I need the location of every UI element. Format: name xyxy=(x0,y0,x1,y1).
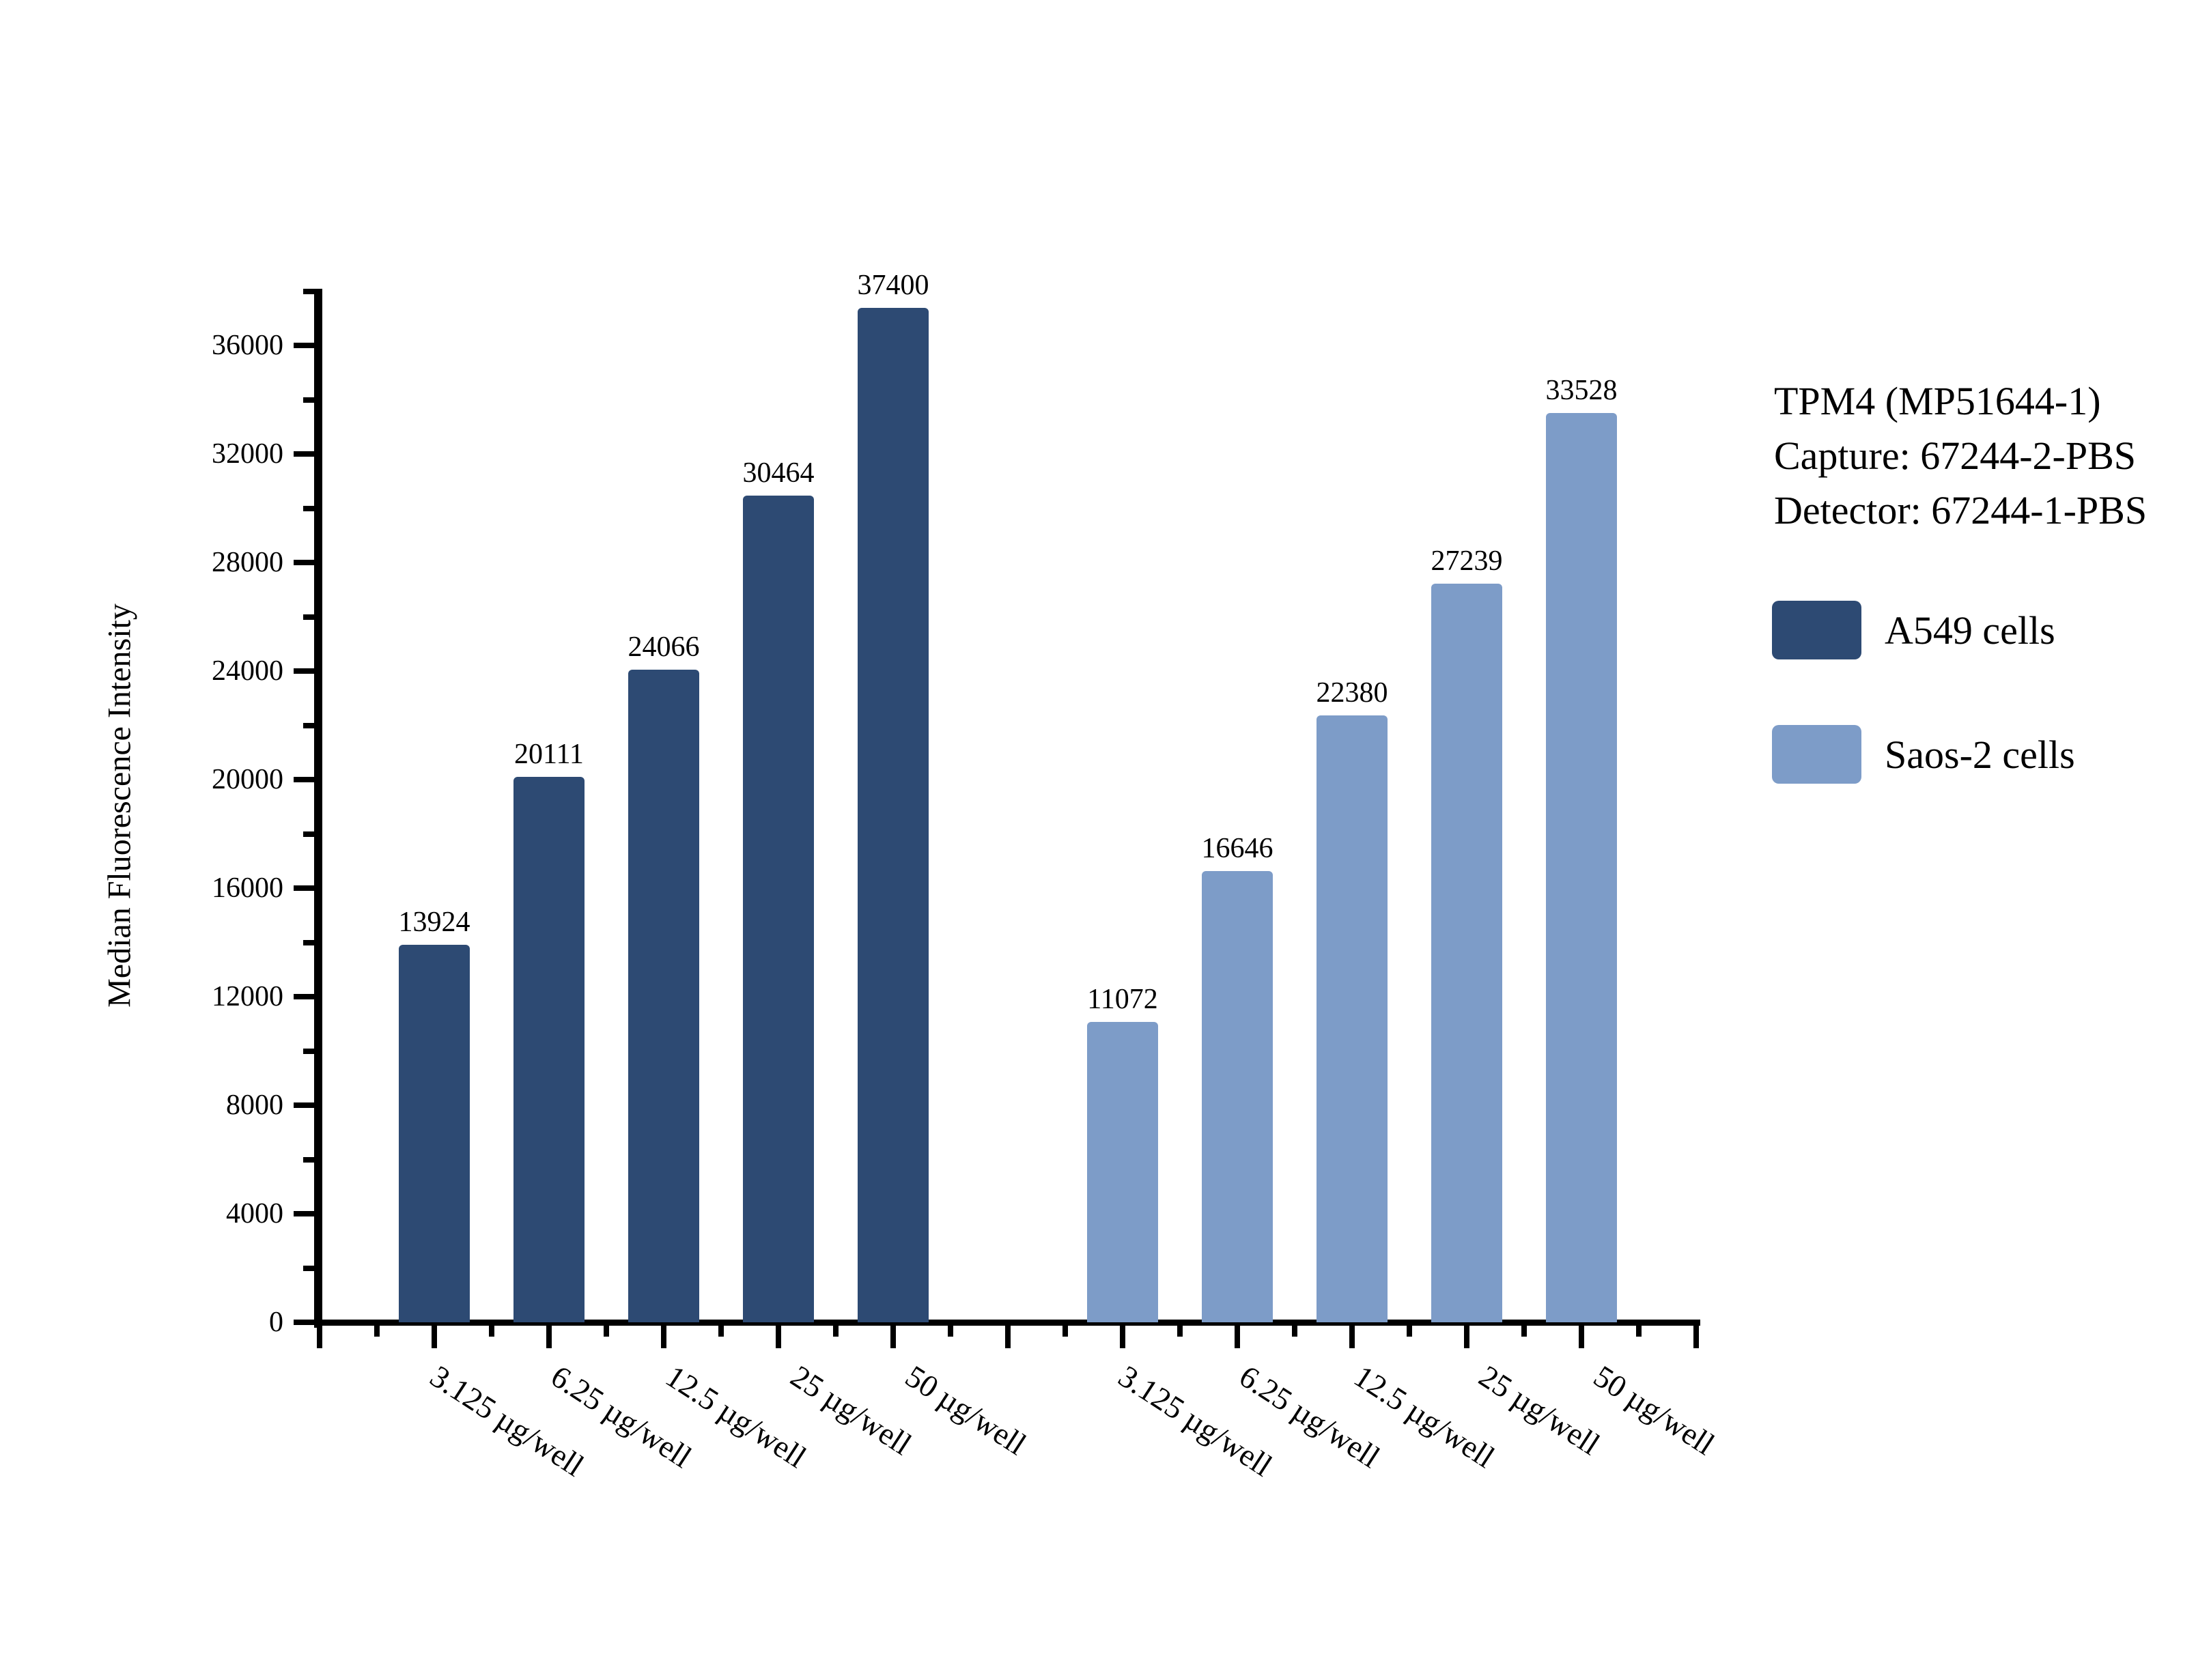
x-major-tick xyxy=(546,1325,552,1348)
legend-label-saos2: Saos-2 cells xyxy=(1885,732,2075,777)
bar-saos-2-cells-3 xyxy=(1317,715,1388,1322)
y-major-tick xyxy=(294,1320,314,1325)
y-minor-tick xyxy=(303,397,314,403)
y-minor-tick xyxy=(303,722,314,728)
x-minor-tick xyxy=(1407,1325,1412,1337)
y-minor-tick xyxy=(303,289,314,294)
x-category-label: 50 µg/well xyxy=(1587,1358,1721,1462)
annotation-line-detector: Detector: 67244-1-PBS xyxy=(1774,488,2148,532)
legend-label-a549: A549 cells xyxy=(1885,608,2055,653)
x-major-tick xyxy=(776,1325,781,1348)
y-major-tick xyxy=(294,668,314,674)
y-minor-tick xyxy=(303,614,314,620)
bar-value-label: 13924 xyxy=(398,906,470,938)
x-minor-tick xyxy=(1177,1325,1183,1337)
x-minor-tick xyxy=(374,1325,380,1337)
bar-value-label: 16646 xyxy=(1201,832,1273,864)
bar-saos-2-cells-1 xyxy=(1087,1022,1158,1322)
y-minor-tick xyxy=(303,1156,314,1163)
bar-value-label: 24066 xyxy=(628,631,700,663)
x-major-tick xyxy=(890,1325,896,1348)
x-minor-tick xyxy=(1062,1325,1068,1337)
y-major-tick xyxy=(294,560,314,566)
legend-swatch-a549 xyxy=(1772,601,1861,659)
y-axis-line xyxy=(314,289,322,1328)
bar-saos-2-cells-4 xyxy=(1431,583,1502,1322)
y-tick-label: 20000 xyxy=(212,764,283,796)
x-minor-tick xyxy=(604,1325,609,1337)
bar-a549-cells-3 xyxy=(628,669,699,1322)
x-major-tick xyxy=(661,1325,666,1348)
x-minor-tick xyxy=(489,1325,494,1337)
y-tick-label: 24000 xyxy=(212,655,283,687)
y-tick-label: 8000 xyxy=(226,1090,283,1122)
bar-saos-2-cells-5 xyxy=(1546,412,1617,1322)
y-major-tick xyxy=(294,885,314,892)
bar-value-label: 27239 xyxy=(1431,545,1503,577)
x-major-tick xyxy=(1120,1325,1125,1348)
x-minor-tick xyxy=(1292,1325,1297,1337)
x-minor-tick xyxy=(833,1325,839,1337)
x-axis-line xyxy=(314,1320,1700,1326)
annotation-block: TPM4 (MP51644-1) Capture: 67244-2-PBS De… xyxy=(1774,374,2147,538)
y-minor-tick xyxy=(303,939,314,945)
x-category-label: 50 µg/well xyxy=(899,1358,1032,1462)
y-tick-label: 16000 xyxy=(212,872,283,905)
legend-swatch-saos2 xyxy=(1772,725,1861,784)
y-tick-label: 12000 xyxy=(212,981,283,1013)
bar-value-label: 30464 xyxy=(742,457,815,489)
bar-value-label: 22380 xyxy=(1316,677,1388,709)
x-major-tick xyxy=(1579,1325,1584,1348)
y-major-tick xyxy=(294,1211,314,1217)
y-tick-label: 32000 xyxy=(212,438,283,470)
y-tick-label: 28000 xyxy=(212,547,283,579)
bar-value-label: 11072 xyxy=(1087,984,1158,1016)
x-minor-tick xyxy=(1636,1325,1642,1337)
x-major-tick xyxy=(317,1325,322,1348)
x-major-tick xyxy=(1349,1325,1355,1348)
annotation-line-title: TPM4 (MP51644-1) xyxy=(1774,379,2101,423)
y-minor-tick xyxy=(303,1048,314,1054)
y-major-tick xyxy=(294,451,314,457)
x-minor-tick xyxy=(1521,1325,1527,1337)
x-major-tick xyxy=(432,1325,437,1348)
x-major-tick xyxy=(1235,1325,1240,1348)
y-tick-label: 36000 xyxy=(212,330,283,362)
x-major-tick xyxy=(1005,1325,1011,1348)
bar-a549-cells-5 xyxy=(858,307,929,1322)
legend-item-saos2: Saos-2 cells xyxy=(1772,725,2075,784)
annotation-line-capture: Capture: 67244-2-PBS xyxy=(1774,433,2137,478)
x-minor-tick xyxy=(948,1325,953,1337)
y-major-tick xyxy=(294,1102,314,1109)
y-major-tick xyxy=(294,343,314,349)
x-major-tick xyxy=(1693,1325,1699,1348)
x-minor-tick xyxy=(718,1325,724,1337)
y-major-tick xyxy=(294,777,314,783)
bar-a549-cells-4 xyxy=(743,496,814,1322)
bar-value-label: 20111 xyxy=(514,738,584,770)
legend-item-a549: A549 cells xyxy=(1772,601,2055,659)
y-tick-label: 0 xyxy=(269,1307,283,1338)
y-minor-tick xyxy=(303,505,314,511)
x-major-tick xyxy=(1464,1325,1469,1348)
bar-value-label: 37400 xyxy=(857,269,929,301)
y-minor-tick xyxy=(303,1265,314,1271)
y-tick-label: 4000 xyxy=(226,1198,283,1230)
y-minor-tick xyxy=(303,831,314,837)
bar-a549-cells-1 xyxy=(399,944,470,1322)
bar-value-label: 33528 xyxy=(1545,374,1618,406)
bar-a549-cells-2 xyxy=(513,776,585,1322)
y-major-tick xyxy=(294,994,314,1000)
bar-saos-2-cells-2 xyxy=(1202,870,1273,1322)
